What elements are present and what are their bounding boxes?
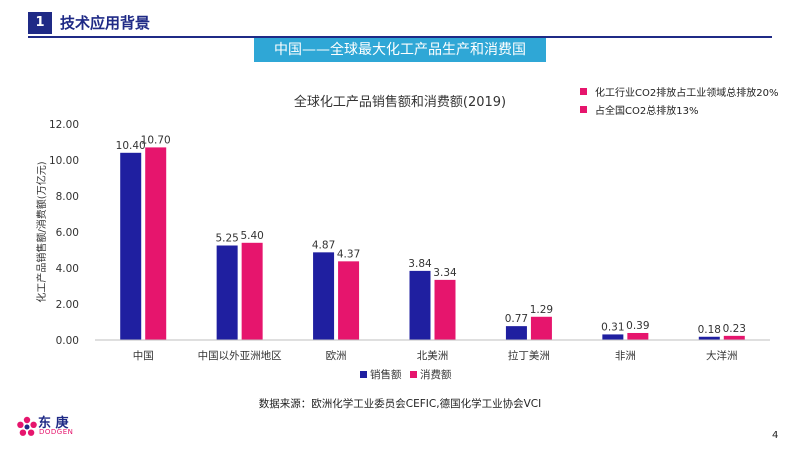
- y-tick-label: 2.00: [56, 299, 79, 311]
- y-axis-label: 化工产品销售额/消费额(万亿元): [35, 161, 48, 302]
- x-tick-label: 北美洲: [417, 349, 449, 362]
- x-tick-label: 非洲: [615, 350, 636, 362]
- x-tick-label: 欧洲: [326, 350, 347, 362]
- bar-data-label: 5.25: [215, 233, 238, 245]
- bar-消费额: [241, 242, 263, 340]
- y-tick-label: 12.00: [49, 119, 79, 131]
- logo-name: 东 庚: [38, 416, 69, 431]
- x-tick-label: 大洋洲: [706, 349, 738, 362]
- bar-data-label: 10.70: [141, 134, 171, 146]
- section-title: 技术应用背景: [60, 14, 151, 32]
- headline-banner: 中国——全球最大化工产品生产和消费国: [254, 38, 546, 62]
- bar-data-label: 3.84: [408, 258, 432, 270]
- y-tick-label: 6.00: [56, 227, 79, 239]
- header-divider: [28, 36, 772, 38]
- bar-data-label: 3.34: [433, 267, 457, 279]
- note-text: 占全国CO2总排放13%: [595, 105, 699, 117]
- legend-swatch: [410, 371, 417, 378]
- x-tick-label: 中国: [133, 349, 154, 362]
- legend-label: 销售额: [370, 368, 402, 381]
- bar-销售额: [313, 252, 335, 340]
- x-tick-label: 拉丁美洲: [508, 349, 550, 362]
- legend-label: 消费额: [420, 368, 452, 381]
- bar-消费额: [627, 332, 649, 340]
- note-text: 化工行业CO2排放占工业领域总排放20%: [595, 87, 779, 99]
- bar-data-label: 4.37: [337, 248, 360, 260]
- logo-subtext: DODGEN: [39, 428, 74, 436]
- bar-消费额: [530, 316, 552, 340]
- y-tick-label: 10.00: [49, 155, 79, 167]
- bar-chart: 全球化工产品销售额和消费额(2019) 化工产品销售额/消费额(万亿元) 0.0…: [35, 94, 770, 381]
- page-number: 4: [772, 430, 779, 441]
- y-tick-label: 0.00: [56, 335, 79, 347]
- x-tick-label: 中国以外亚洲地区: [198, 349, 282, 362]
- bar-消费额: [723, 335, 745, 340]
- y-tick-label: 8.00: [56, 191, 79, 203]
- bar-data-label: 10.40: [116, 140, 146, 152]
- note-marker-icon: [580, 105, 587, 113]
- bar-销售额: [120, 152, 142, 340]
- bar-data-label: 0.23: [723, 323, 746, 335]
- bar-销售额: [698, 336, 720, 340]
- bar-消费额: [145, 147, 167, 340]
- bar-data-label: 5.40: [240, 230, 263, 242]
- bar-data-label: 0.18: [698, 324, 721, 336]
- note-marker-icon: [580, 87, 587, 95]
- note-item: 化工行业CO2排放占工业领域总排放20%: [580, 82, 778, 100]
- section-number-badge: 1: [28, 12, 52, 34]
- bar-消费额: [434, 279, 456, 340]
- bar-销售额: [505, 326, 527, 340]
- bar-销售额: [602, 334, 624, 340]
- bar-data-label: 1.29: [530, 304, 553, 316]
- note-item: 占全国CO2总排放13%: [580, 100, 778, 118]
- bar-data-label: 4.87: [312, 239, 335, 251]
- data-source: 数据来源：欧洲化学工业委员会CEFIC,德国化学工业协会VCI: [258, 398, 542, 410]
- bar-data-label: 0.39: [626, 320, 649, 332]
- bar-销售额: [409, 270, 431, 340]
- bar-消费额: [338, 261, 360, 340]
- bar-data-label: 0.77: [505, 313, 528, 325]
- notes-legend: 化工行业CO2排放占工业领域总排放20% 占全国CO2总排放13%: [580, 82, 778, 118]
- chart-title: 全球化工产品销售额和消费额(2019): [294, 94, 506, 110]
- company-logo-icon: [17, 416, 37, 436]
- bar-销售额: [216, 245, 238, 340]
- y-tick-label: 4.00: [56, 263, 79, 275]
- bar-data-label: 0.31: [601, 321, 624, 333]
- legend-swatch: [360, 371, 367, 378]
